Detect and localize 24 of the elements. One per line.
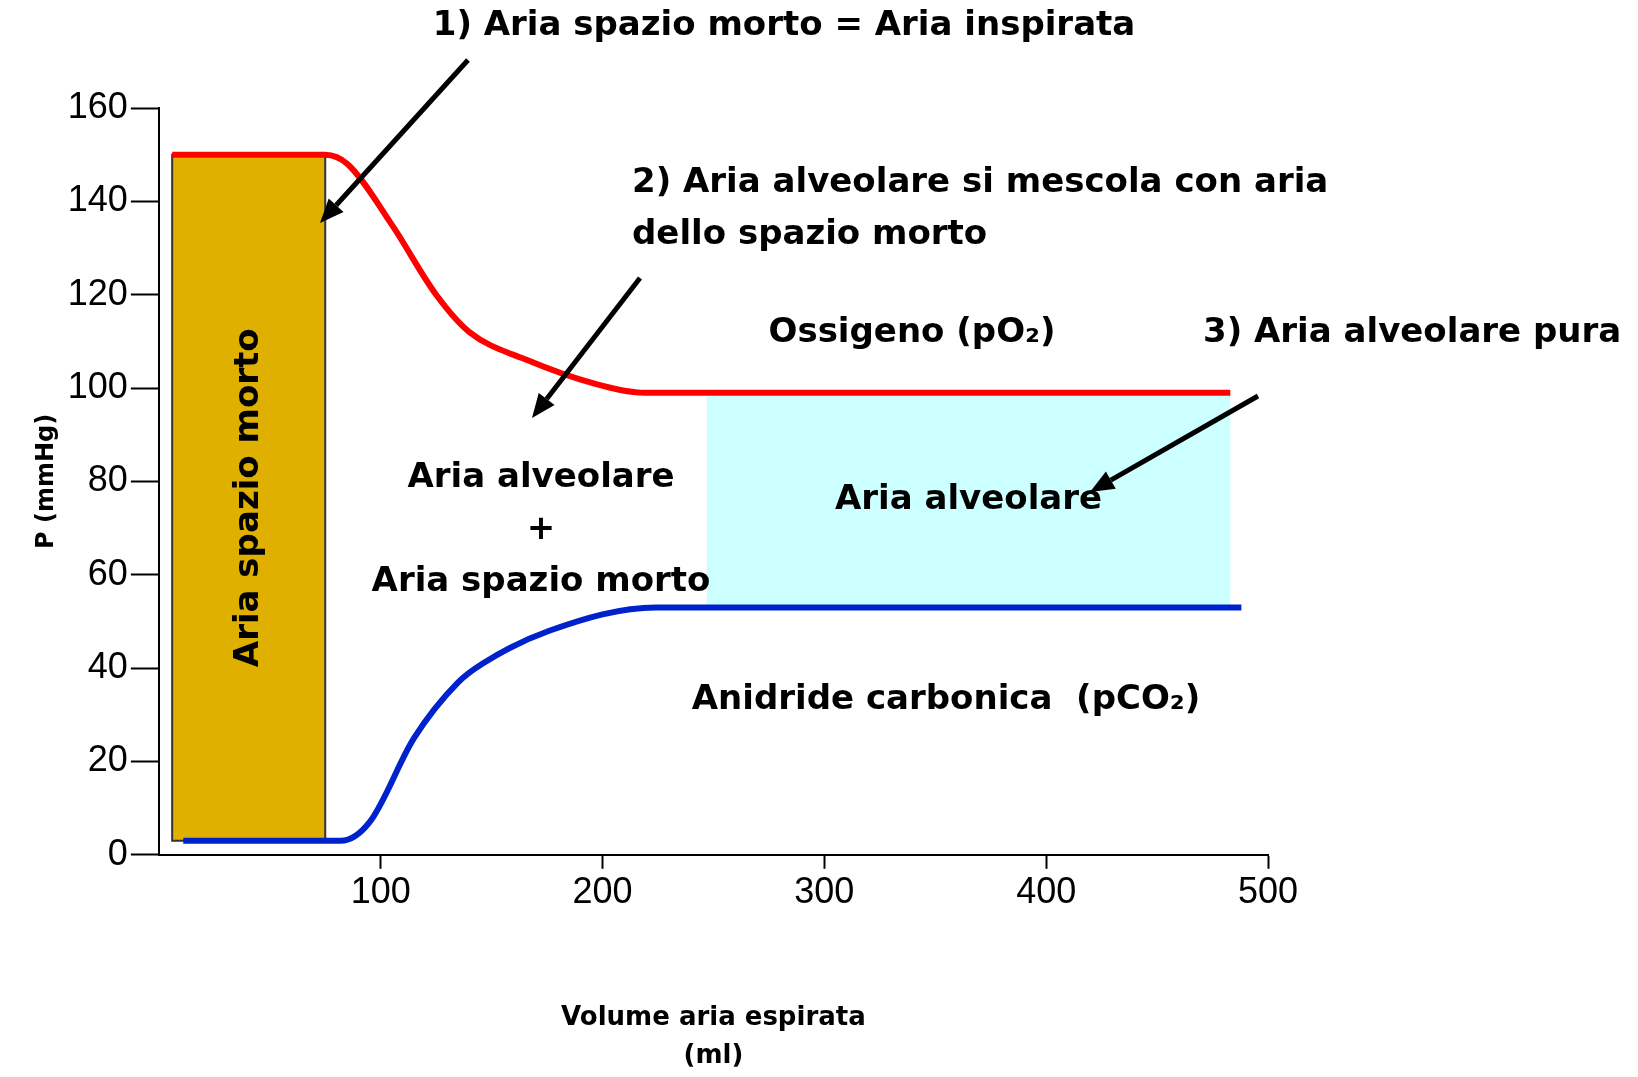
y-tick-label: 140 xyxy=(67,178,128,220)
text: 1) Aria spazio morto = Aria inspirata xyxy=(432,2,1136,43)
band-label: Aria spazio morto xyxy=(225,328,266,668)
text: Anidride carbonica (pCO₂) xyxy=(691,676,1201,717)
x-tick-label: 100 xyxy=(350,870,411,912)
series-label: Ossigeno (pO₂) xyxy=(768,309,1056,350)
y-tick-label: 40 xyxy=(87,645,128,687)
annotation: 3) Aria alveolare pura xyxy=(1203,309,1622,350)
x-axis-title: Volume aria espirata (ml) xyxy=(561,1000,866,1069)
y-tick-label: 100 xyxy=(67,364,128,406)
y-tick-label: 120 xyxy=(67,271,128,313)
x-tick-label: 400 xyxy=(1016,870,1077,912)
y-tick-label: 160 xyxy=(67,84,128,126)
x-tick-label: 200 xyxy=(572,870,633,912)
y-tick-label: 0 xyxy=(107,831,128,873)
y-tick-label: 80 xyxy=(87,458,128,500)
band-label: Aria alveolare xyxy=(834,476,1103,517)
annotation: 2) Aria alveolare si mescola con aria dello spazio morto xyxy=(632,159,1329,252)
annotation: Aria alveolare + Aria spazio morto xyxy=(371,454,711,599)
y-tick-label: 20 xyxy=(87,738,128,780)
x-tick-label: 300 xyxy=(794,870,855,912)
y-axis-title: P (mmHg) xyxy=(30,413,59,549)
x-tick-label: 500 xyxy=(1237,870,1299,912)
y-tick-label: 60 xyxy=(87,551,128,593)
